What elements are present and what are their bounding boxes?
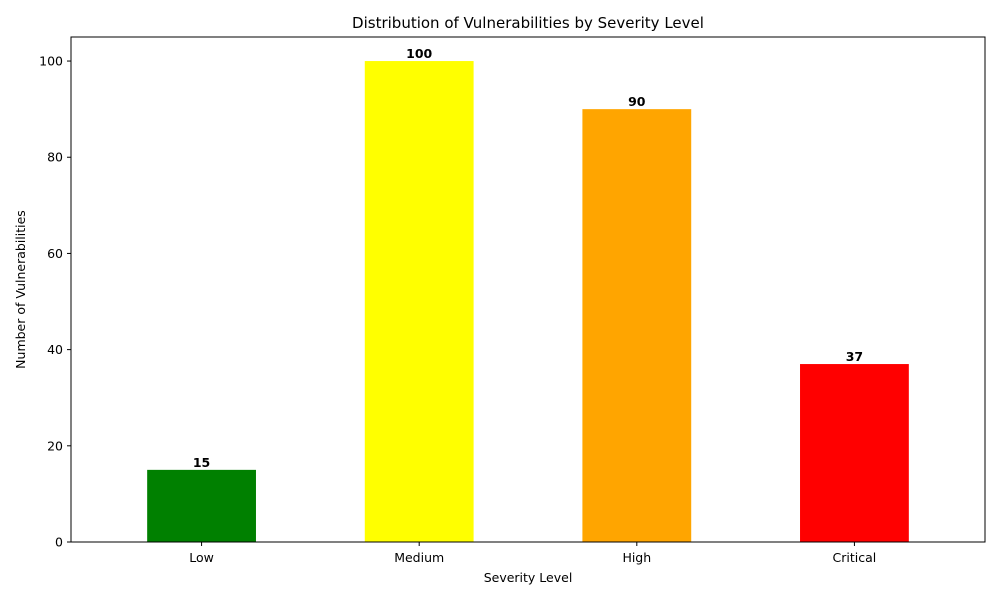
- x-tick-label-medium: Medium: [394, 550, 444, 565]
- plot-frame: [70, 36, 986, 543]
- data-label-medium: 100: [406, 46, 432, 61]
- x-tick-label-critical: Critical: [833, 550, 877, 565]
- data-labels-layer: 15 100 90 37: [193, 46, 863, 470]
- y-tick-label-40: 40: [47, 342, 63, 357]
- x-axis-label: Severity Level: [484, 570, 573, 585]
- y-tick-label-0: 0: [55, 535, 63, 550]
- y-tick-label-60: 60: [47, 246, 63, 261]
- y-axis-label: Number of Vulnerabilities: [13, 210, 28, 369]
- bar-low: [147, 469, 256, 542]
- bar-medium: [364, 61, 474, 543]
- bars-layer: [147, 61, 909, 543]
- y-tick-label-100: 100: [39, 54, 63, 69]
- chart-title: Distribution of Vulnerabilities by Sever…: [352, 14, 704, 32]
- y-axis-ticks: 0 20 40 60 80 100: [39, 54, 71, 550]
- x-tick-label-low: Low: [189, 550, 214, 565]
- x-axis-ticks: Low Medium High Critical: [189, 542, 876, 565]
- data-label-critical: 37: [846, 349, 863, 364]
- bar-high: [582, 109, 692, 543]
- data-label-low: 15: [193, 455, 210, 470]
- y-tick-label-80: 80: [47, 150, 63, 165]
- bar-critical: [800, 364, 909, 542]
- data-label-high: 90: [628, 94, 646, 109]
- y-tick-label-20: 20: [47, 438, 63, 453]
- x-tick-label-high: High: [622, 550, 651, 565]
